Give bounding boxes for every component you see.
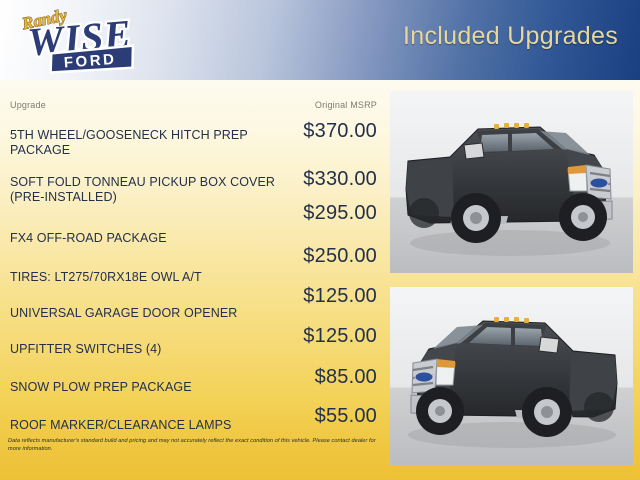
table-row: SNOW PLOW PREP PACKAGE — [10, 380, 192, 394]
table-row-price: $370.00 — [303, 120, 377, 142]
table-row-price: $125.00 — [303, 285, 377, 307]
page-title: Included Upgrades — [403, 22, 618, 50]
table-row-price: $295.00 — [303, 202, 377, 224]
slide-header: WISE Randy FORD Included Upgrades — [0, 0, 640, 80]
table-row: FX4 OFF-ROAD PACKAGE — [10, 231, 167, 245]
table-row: SOFT FOLD TONNEAU PICKUP BOX COVER (PRE-… — [10, 175, 276, 204]
table-row: ROOF MARKER/CLEARANCE LAMPS — [10, 418, 232, 432]
table-row-price: $250.00 — [303, 245, 377, 267]
vehicle-photo-front-left[interactable] — [390, 287, 633, 465]
column-header-msrp: Original MSRP — [314, 100, 377, 110]
table-row: UNIVERSAL GARAGE DOOR OPENER — [10, 306, 238, 320]
logo-main-word: WISE — [26, 11, 134, 65]
table-row-price: $125.00 — [303, 325, 377, 347]
logo-banner-word: FORD — [63, 51, 117, 72]
disclaimer-text: Data reflects manufacturer's standard bu… — [8, 438, 376, 452]
table-row-price: $55.00 — [314, 405, 377, 427]
dealer-logo: WISE Randy FORD — [10, 4, 145, 76]
table-row-price: $85.00 — [314, 366, 377, 388]
table-row-price: $330.00 — [303, 168, 377, 190]
table-row: UPFITTER SWITCHES (4) — [10, 342, 162, 356]
vehicle-photo-front-right[interactable] — [390, 91, 633, 273]
upgrades-table: Upgrade Original MSRP 5TH WHEEL/GOOSENEC… — [0, 80, 382, 432]
column-header-upgrade: Upgrade — [10, 100, 46, 110]
table-row: 5TH WHEEL/GOOSENECK HITCH PREP PACKAGE — [10, 128, 248, 157]
table-row: TIRES: LT275/70RX18E OWL A/T — [10, 270, 202, 284]
